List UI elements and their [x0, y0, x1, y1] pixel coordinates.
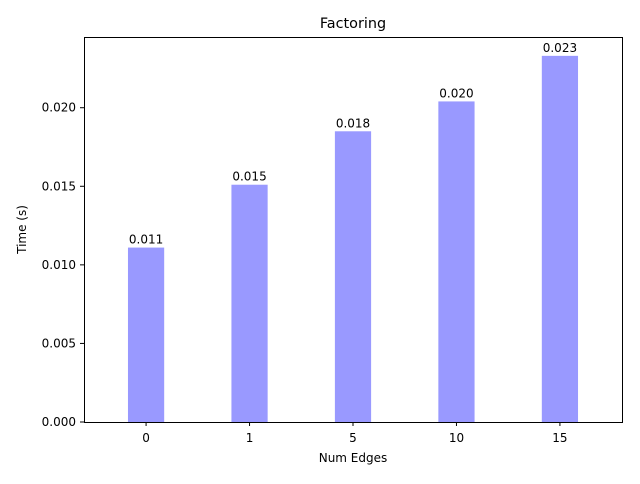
y-tick-label-1: 0.005	[42, 336, 76, 350]
x-tick-label-15: 15	[552, 431, 567, 445]
y-tick-label-4: 0.020	[42, 101, 76, 115]
y-tick-label-0: 0.000	[42, 415, 76, 429]
bar-value-label-1: 0.015	[232, 170, 266, 184]
bar-value-label-15: 0.023	[543, 41, 577, 55]
bar-5	[334, 131, 372, 423]
y-tick-label-2: 0.010	[42, 258, 76, 272]
bar-10	[438, 101, 475, 422]
bar-value-label-0: 0.011	[129, 233, 163, 247]
y-axis-label: Time (s)	[15, 205, 29, 255]
x-tick-label-5: 5	[349, 431, 357, 445]
y-tick-label-3: 0.015	[42, 179, 76, 193]
bar-value-label-5: 0.018	[336, 116, 370, 130]
x-axis-label: Num Edges	[319, 451, 388, 465]
bar-0	[127, 247, 165, 422]
x-tick-label-1: 1	[246, 431, 254, 445]
x-tick-label-10: 10	[449, 431, 464, 445]
bar-1	[231, 184, 268, 422]
chart-title: Factoring	[320, 16, 386, 32]
bar-15	[541, 55, 579, 422]
x-tick-label-0: 0	[142, 431, 150, 445]
plot-frame	[84, 37, 623, 423]
bars-layer: 0.011 0.015 0.018 0.020 0.023	[127, 41, 579, 423]
bar-value-label-10: 0.020	[439, 86, 473, 100]
